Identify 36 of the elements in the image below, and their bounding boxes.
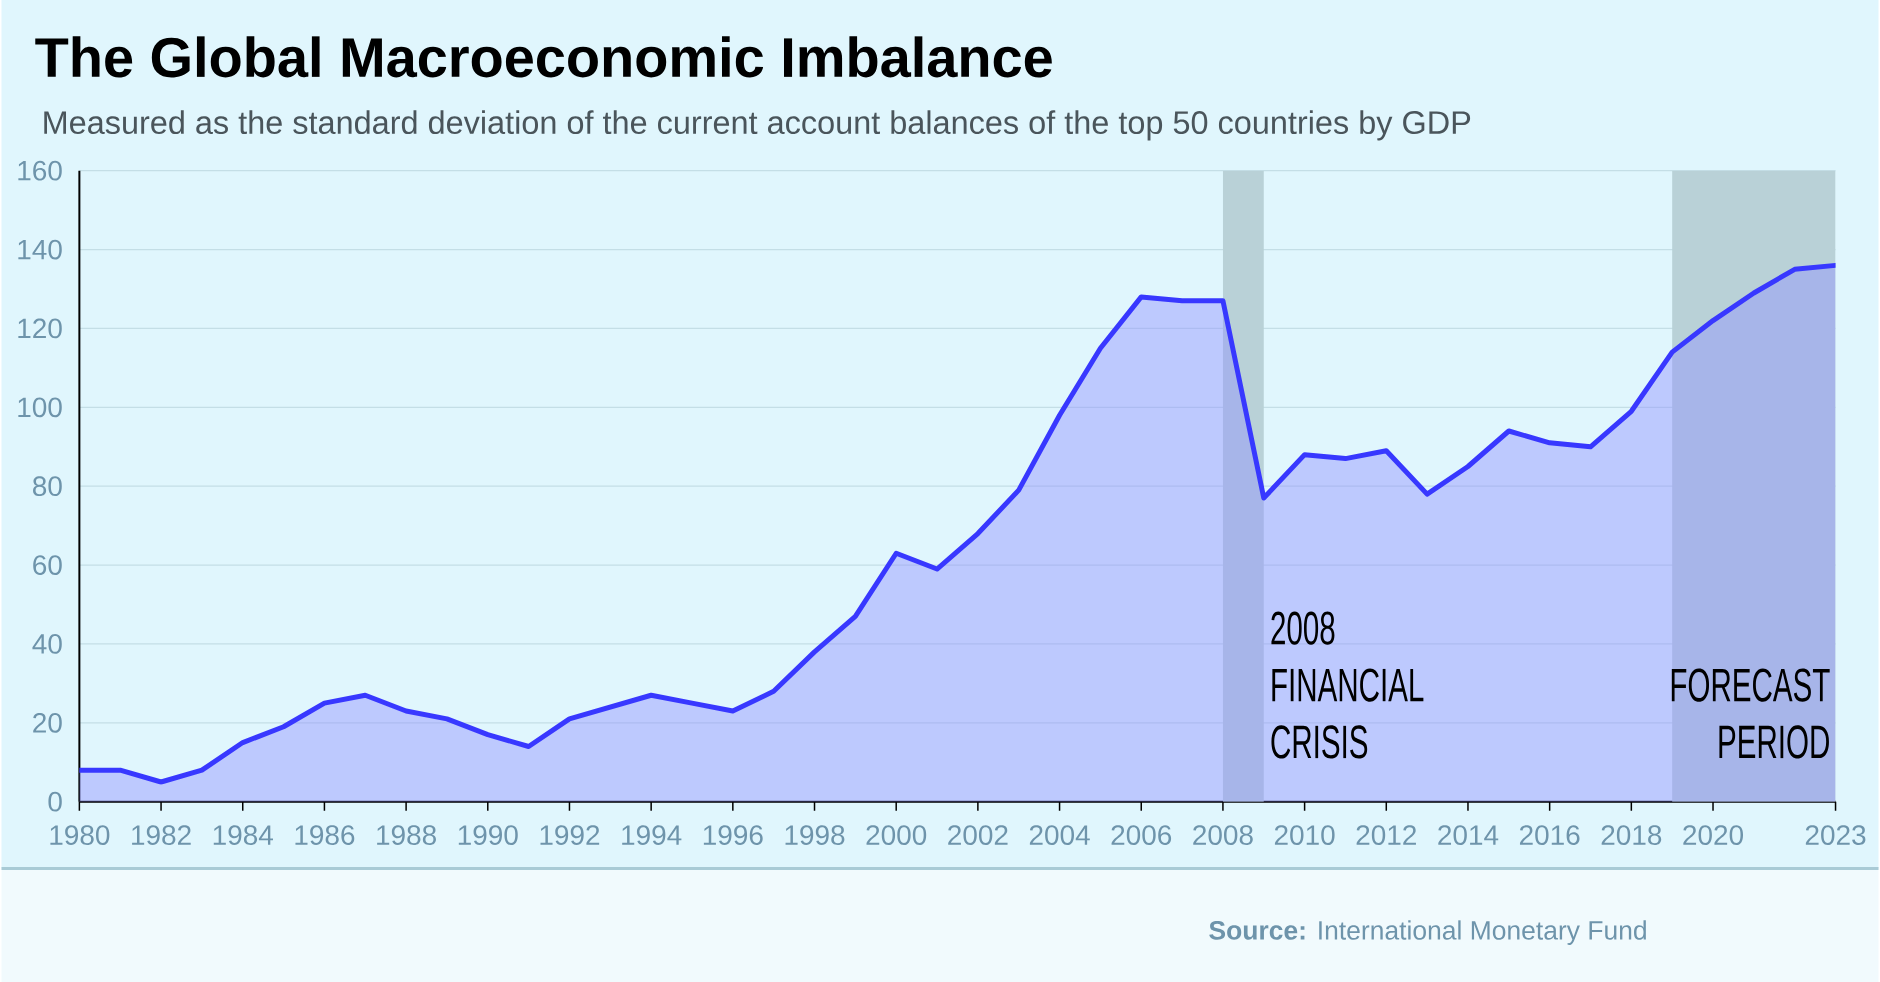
x-tick-label: 1996 (703, 825, 763, 845)
y-tick-label: 160 (18, 160, 62, 181)
x-tick-label: 2012 (1356, 825, 1416, 845)
x-tick-label: 1988 (377, 825, 436, 845)
x-tick-label: 2004 (1029, 825, 1090, 845)
chart-subtitle: Measured as the standard deviation of the current account balances of the top 50 countries by GDP (44, 110, 1471, 141)
y-tick-label: 40 (32, 633, 62, 654)
x-tick-label: 1998 (785, 825, 845, 845)
x-tick-label: 1990 (458, 825, 518, 845)
x-tick-label: 2010 (1274, 825, 1335, 845)
x-tick-label: 2016 (1519, 825, 1580, 845)
x-tick-label: 2008 (1193, 825, 1253, 845)
x-tick-label: 1980 (50, 825, 110, 845)
y-tick-label: 120 (18, 318, 62, 339)
x-tick-label: 1992 (540, 825, 600, 845)
x-tick-label: 2000 (866, 825, 927, 845)
x-tick-label: 2023 (1805, 825, 1866, 845)
x-tick-label: 2006 (1111, 825, 1172, 845)
chart-title: The Global Macroeconomic Imbalance (35, 36, 1052, 78)
x-tick-label: 1994 (622, 825, 682, 845)
x-tick-label: 1982 (132, 825, 191, 845)
x-tick-label: 1986 (295, 825, 355, 845)
y-tick-label: 0 (48, 791, 62, 812)
y-tick-label: 80 (33, 476, 62, 496)
x-tick-label: 2020 (1683, 825, 1744, 845)
band-label: FORECAST PERIOD (1671, 668, 1830, 759)
x-tick-label: 1984 (213, 825, 273, 845)
x-tick-label: 2002 (948, 825, 1008, 845)
x-tick-label: 2014 (1438, 825, 1499, 845)
text: Source: International Monetary Fund (1209, 920, 1646, 945)
x-tick-label: 2018 (1601, 825, 1662, 845)
y-tick-label: 140 (18, 239, 62, 260)
band-label: 2008 FINANCIAL CRISIS (1271, 611, 1424, 759)
y-tick-label: 100 (18, 397, 62, 418)
y-tick-label: 60 (33, 554, 62, 575)
y-tick-label: 20 (33, 712, 62, 733)
